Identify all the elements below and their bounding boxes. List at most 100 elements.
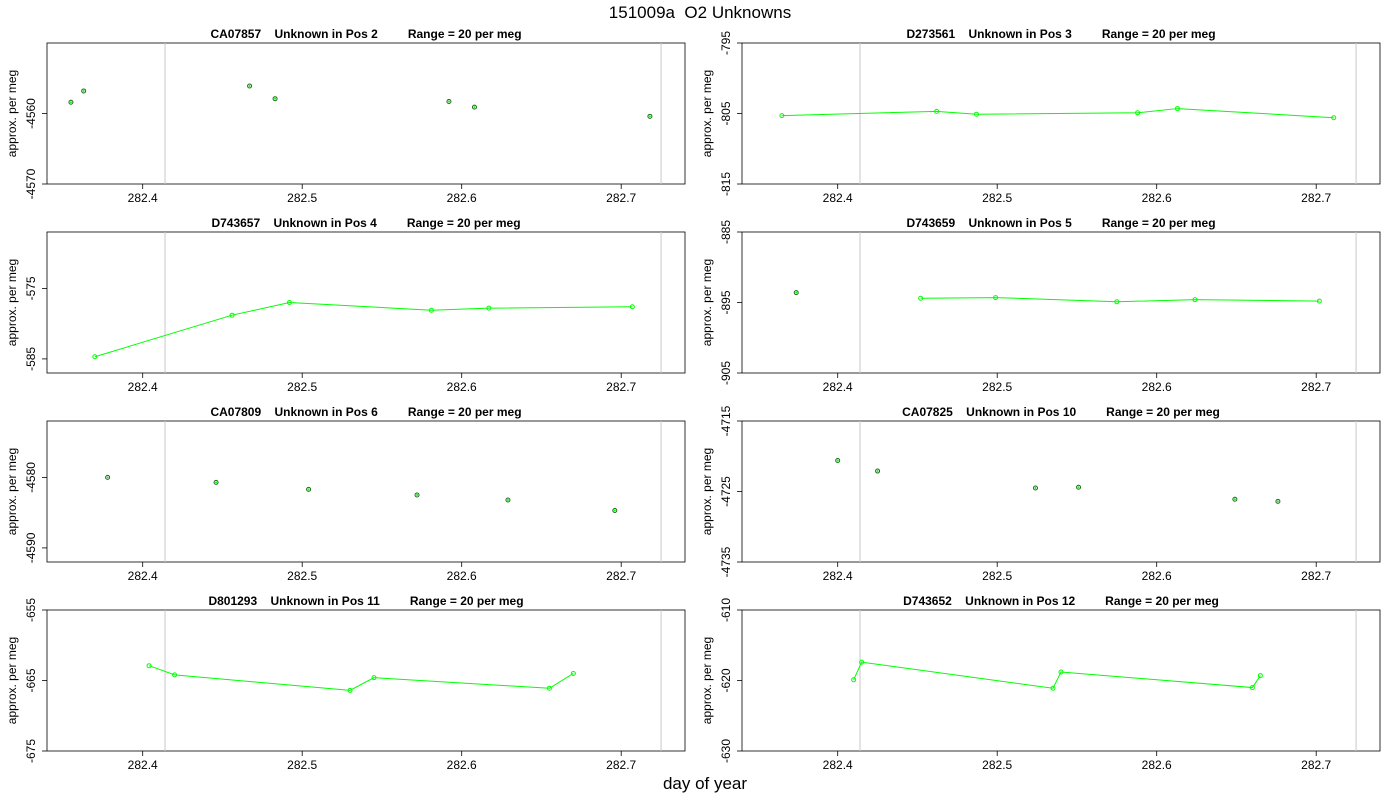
data-point	[1331, 115, 1337, 121]
data-point-core	[69, 101, 72, 104]
series-line	[94, 301, 633, 358]
data-point	[779, 113, 785, 119]
data-point	[68, 99, 74, 105]
data-point	[505, 497, 511, 503]
plot-frame	[741, 231, 1381, 374]
x-axis-title: day of year	[662, 774, 748, 793]
data-point-core	[876, 470, 879, 473]
series-line	[781, 108, 1334, 119]
data-point	[1275, 498, 1281, 504]
data-point	[446, 99, 452, 105]
data-point	[105, 474, 111, 480]
data-point	[647, 113, 653, 119]
x-tick-label: 282.5	[287, 569, 317, 583]
y-axis-label: approx. per meg	[5, 448, 19, 535]
chart-title: D801293 Unknown in Pos 11 Range = 20 per…	[208, 594, 523, 608]
page-title: 151009a O2 Unknowns	[608, 3, 792, 22]
data-point	[471, 104, 477, 110]
y-tick-label: -4725	[719, 476, 733, 507]
data-point-core	[1077, 486, 1080, 489]
x-tick-label: 282.6	[447, 758, 477, 772]
data-point	[146, 663, 152, 669]
x-tick-label: 282.4	[823, 191, 853, 205]
x-tick-label: 282.7	[1301, 191, 1331, 205]
chart-panel-8: D743652 Unknown in Pos 12 Range = 20 per…	[700, 594, 1381, 772]
y-tick-label: -4590	[24, 532, 38, 563]
x-tick-label: 282.4	[823, 569, 853, 583]
data-point-core	[648, 115, 651, 118]
x-tick-label: 282.5	[287, 758, 317, 772]
y-axis-label: approx. per meg	[700, 448, 714, 535]
data-point	[213, 479, 219, 485]
x-tick-label: 282.7	[606, 380, 636, 394]
plot-frame	[46, 609, 686, 752]
x-tick-label: 282.5	[982, 380, 1012, 394]
data-point	[414, 492, 420, 498]
x-tick-label: 282.5	[982, 569, 1012, 583]
chart-panel-7: D801293 Unknown in Pos 11 Range = 20 per…	[5, 594, 686, 772]
data-point	[546, 685, 552, 691]
data-point-core	[416, 494, 419, 497]
x-tick-label: 282.4	[128, 758, 158, 772]
y-axis-label: approx. per meg	[5, 637, 19, 724]
x-tick-label: 282.4	[128, 380, 158, 394]
chart-panel-5: CA07809 Unknown in Pos 6 Range = 20 per …	[5, 405, 686, 583]
data-point	[1050, 685, 1056, 691]
data-point	[81, 88, 87, 94]
y-axis-label: approx. per meg	[700, 637, 714, 724]
y-tick-label: -585	[24, 347, 38, 371]
data-point	[272, 96, 278, 102]
data-point	[1058, 669, 1064, 675]
data-point	[347, 687, 353, 693]
x-tick-label: 282.6	[1142, 191, 1172, 205]
x-tick-label: 282.4	[128, 569, 158, 583]
chart-panel-1: CA07857 Unknown in Pos 2 Range = 20 per …	[5, 27, 686, 205]
data-point	[793, 290, 799, 296]
y-tick-label: -665	[24, 668, 38, 692]
data-point-core	[836, 459, 839, 462]
data-point	[612, 508, 618, 514]
data-point-core	[506, 498, 509, 501]
data-point-core	[1034, 486, 1037, 489]
y-tick-label: -4735	[719, 546, 733, 577]
data-point-core	[82, 89, 85, 92]
data-point	[172, 672, 178, 678]
data-point	[835, 457, 841, 463]
data-point	[371, 675, 377, 681]
x-tick-label: 282.5	[287, 380, 317, 394]
y-tick-label: -620	[719, 668, 733, 692]
y-tick-label: -4570	[24, 168, 38, 199]
x-tick-label: 282.7	[606, 191, 636, 205]
x-tick-label: 282.5	[982, 191, 1012, 205]
data-point	[92, 354, 98, 360]
y-tick-label: -4580	[24, 462, 38, 493]
chart-title: D743659 Unknown in Pos 5 Range = 20 per …	[906, 216, 1215, 230]
x-tick-label: 282.5	[982, 758, 1012, 772]
data-point	[428, 307, 434, 313]
chart-title: CA07825 Unknown in Pos 10 Range = 20 per…	[902, 405, 1220, 419]
x-tick-label: 282.4	[128, 191, 158, 205]
y-axis-label: approx. per meg	[5, 259, 19, 346]
y-tick-label: -575	[24, 276, 38, 300]
y-tick-label: -630	[719, 739, 733, 763]
x-tick-label: 282.7	[606, 569, 636, 583]
chart-panel-6: CA07825 Unknown in Pos 10 Range = 20 per…	[700, 405, 1381, 583]
y-axis-label: approx. per meg	[5, 70, 19, 157]
data-point	[1076, 484, 1082, 490]
series-line	[148, 665, 574, 691]
data-point	[486, 305, 492, 311]
x-tick-label: 282.6	[447, 569, 477, 583]
data-point-core	[1233, 498, 1236, 501]
plot-frame	[46, 231, 686, 374]
data-point	[859, 659, 865, 665]
x-tick-label: 282.4	[823, 758, 853, 772]
x-tick-label: 282.6	[1142, 380, 1172, 394]
chart-panel-2: D273561 Unknown in Pos 3 Range = 20 per …	[700, 27, 1381, 205]
data-point	[851, 677, 857, 683]
series-line	[920, 297, 1320, 303]
data-point-core	[106, 476, 109, 479]
x-tick-label: 282.4	[823, 380, 853, 394]
plot-frame	[741, 420, 1381, 563]
x-tick-label: 282.7	[606, 758, 636, 772]
